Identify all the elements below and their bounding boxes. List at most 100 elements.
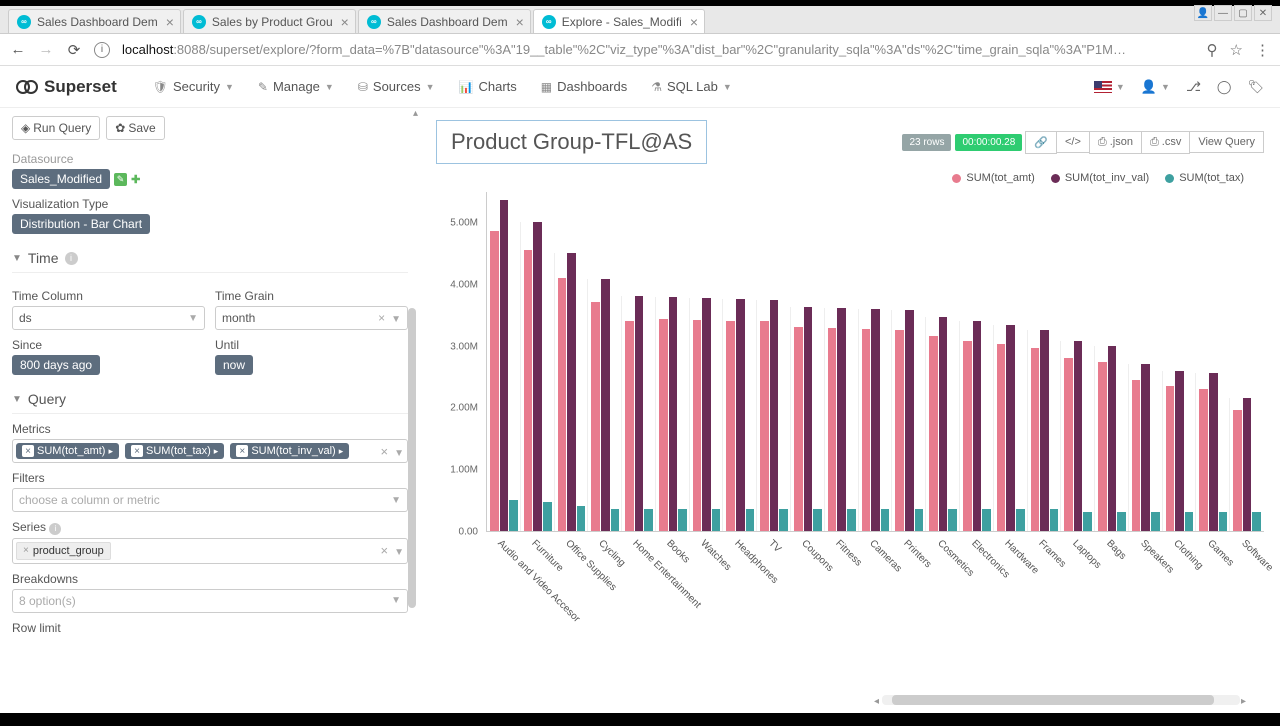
time-grain-select[interactable]: month×▼: [215, 306, 408, 330]
browser-tab[interactable]: ∞Sales Dashboard Dem×: [8, 9, 181, 33]
tab-close-icon[interactable]: ×: [166, 14, 174, 30]
bar[interactable]: [779, 509, 788, 531]
bar[interactable]: [644, 509, 653, 531]
datasource-value[interactable]: Sales_Modified: [12, 169, 110, 189]
info-icon[interactable]: i: [65, 252, 78, 265]
bar[interactable]: [895, 330, 904, 531]
bar[interactable]: [794, 327, 803, 531]
bar[interactable]: [601, 279, 610, 531]
metrics-box[interactable]: ×SUM(tot_amt)▸×SUM(tot_tax)▸×SUM(tot_inv…: [12, 439, 408, 463]
bar[interactable]: [973, 321, 982, 531]
bar[interactable]: [543, 502, 552, 531]
nav-manage[interactable]: ✎Manage▼: [246, 79, 346, 94]
bar[interactable]: [567, 253, 576, 531]
bar[interactable]: [1098, 362, 1107, 531]
bar[interactable]: [982, 509, 991, 531]
metric-tag[interactable]: ×SUM(tot_tax)▸: [125, 443, 224, 459]
query-section-header[interactable]: ▼ Query: [12, 391, 408, 414]
bar[interactable]: [1016, 509, 1025, 531]
bar[interactable]: [804, 307, 813, 531]
remove-metric-icon[interactable]: ×: [131, 445, 143, 457]
bar[interactable]: [1040, 330, 1049, 531]
bar[interactable]: [693, 320, 702, 531]
bar[interactable]: [1064, 358, 1073, 531]
tab-close-icon[interactable]: ×: [341, 14, 349, 30]
bar[interactable]: [591, 302, 600, 531]
bar[interactable]: [1233, 410, 1242, 531]
remove-metric-icon[interactable]: ×: [22, 445, 34, 457]
bar[interactable]: [1166, 386, 1175, 531]
bar[interactable]: [611, 509, 620, 531]
bar[interactable]: [1031, 348, 1040, 531]
maximize-button[interactable]: ▢: [1234, 5, 1252, 21]
metric-tag[interactable]: ×SUM(tot_amt)▸: [16, 443, 119, 459]
tab-close-icon[interactable]: ×: [690, 14, 698, 30]
bar[interactable]: [948, 509, 957, 531]
bar[interactable]: [490, 231, 499, 531]
nav-charts[interactable]: 📊Charts: [447, 79, 529, 94]
bar[interactable]: [871, 309, 880, 531]
bar[interactable]: [881, 509, 890, 531]
bar[interactable]: [862, 329, 871, 531]
bar[interactable]: [669, 297, 678, 531]
edit-datasource-icon[interactable]: ✎: [114, 173, 127, 186]
browser-tab[interactable]: ∞Sales Dashboard Dem×: [358, 9, 531, 33]
bar[interactable]: [997, 344, 1006, 531]
branch-icon[interactable]: ⎇: [1186, 79, 1201, 95]
short-url-button[interactable]: 🔗: [1025, 131, 1057, 154]
json-button[interactable]: ⎙ .json: [1089, 131, 1142, 154]
bar[interactable]: [1252, 512, 1261, 531]
bar[interactable]: [770, 300, 779, 531]
embed-button[interactable]: </>: [1056, 131, 1090, 153]
bar[interactable]: [828, 328, 837, 531]
url-field[interactable]: localhost:8088/superset/explore/?form_da…: [122, 42, 1195, 57]
notification-icon[interactable]: 🏷: [1247, 79, 1264, 95]
bar[interactable]: [813, 509, 822, 531]
since-value[interactable]: 800 days ago: [12, 355, 100, 375]
datasource-link-icon[interactable]: ✚: [131, 173, 144, 186]
menu-icon[interactable]: ⋮: [1255, 41, 1270, 59]
time-column-select[interactable]: ds▼: [12, 306, 205, 330]
horizontal-scrollbar[interactable]: [882, 695, 1240, 705]
language-selector[interactable]: ▼: [1094, 81, 1125, 93]
bar[interactable]: [929, 336, 938, 531]
scroll-left-icon[interactable]: ◂: [874, 696, 879, 707]
bar[interactable]: [1219, 512, 1228, 531]
csv-button[interactable]: ⎙ .csv: [1141, 131, 1190, 154]
bar[interactable]: [1117, 512, 1126, 531]
bar[interactable]: [736, 299, 745, 531]
bookmark-icon[interactable]: ☆: [1230, 41, 1243, 59]
info-icon[interactable]: i: [49, 523, 61, 535]
scroll-up-arrow[interactable]: ▴: [413, 108, 418, 119]
bar[interactable]: [1141, 364, 1150, 531]
bar[interactable]: [1209, 373, 1218, 531]
bar[interactable]: [1074, 341, 1083, 531]
bar[interactable]: [1006, 325, 1015, 531]
site-info-icon[interactable]: i: [94, 42, 110, 58]
bar[interactable]: [760, 321, 769, 531]
bar[interactable]: [558, 278, 567, 531]
app-logo[interactable]: Superset: [16, 77, 117, 97]
bar[interactable]: [1151, 512, 1160, 531]
bar[interactable]: [659, 319, 668, 531]
nav-sql-lab[interactable]: ⚗SQL Lab▼: [639, 79, 744, 94]
scroll-right-icon[interactable]: ▸: [1241, 696, 1246, 707]
user-icon[interactable]: 👤: [1194, 5, 1212, 21]
bar[interactable]: [1199, 389, 1208, 531]
until-value[interactable]: now: [215, 355, 253, 375]
github-icon[interactable]: ◯: [1217, 79, 1232, 95]
bar[interactable]: [847, 509, 856, 531]
tab-close-icon[interactable]: ×: [516, 14, 524, 30]
view-query-button[interactable]: View Query: [1189, 131, 1264, 153]
breakdowns-select[interactable]: 8 option(s)▼: [12, 589, 408, 613]
bar[interactable]: [509, 500, 518, 531]
legend-item[interactable]: SUM(tot_amt): [952, 172, 1034, 184]
save-button[interactable]: ✿ Save: [106, 116, 164, 140]
bar[interactable]: [524, 250, 533, 531]
bar[interactable]: [963, 341, 972, 531]
bar[interactable]: [915, 509, 924, 531]
bar[interactable]: [726, 321, 735, 531]
scrollbar-thumb[interactable]: [408, 308, 416, 608]
bar[interactable]: [1050, 509, 1059, 531]
bar[interactable]: [837, 308, 846, 531]
